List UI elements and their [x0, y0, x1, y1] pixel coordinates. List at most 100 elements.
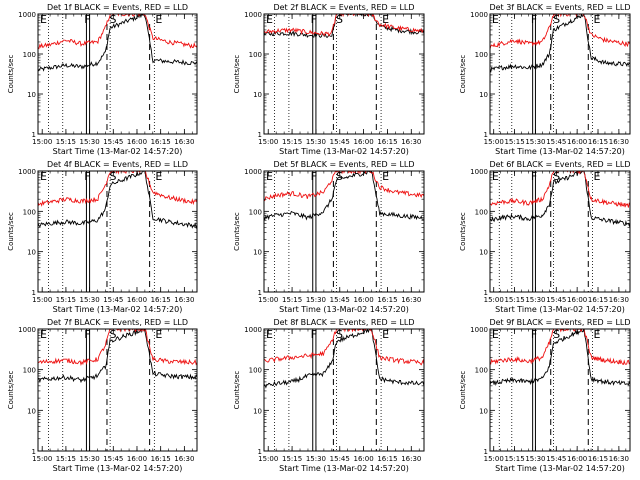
- x-tick-label: 15:45: [103, 296, 123, 304]
- region-label: E: [155, 170, 162, 183]
- y-tick-label: 1: [258, 448, 262, 456]
- region-label: E: [40, 170, 47, 183]
- y-axis-label: Counts/sec: [459, 55, 467, 94]
- detector-panel-6: Det 6f BLACK = Events, RED = LLD 1 10 100 10…: [459, 160, 631, 314]
- region-label: E: [492, 328, 499, 341]
- x-tick-label: 15:15: [282, 296, 302, 304]
- x-tick-label: 16:15: [377, 455, 397, 463]
- y-axis-label: Counts/sec: [233, 371, 241, 410]
- x-axis-label: Start Time (13-Mar-02 14:57:20): [495, 305, 625, 314]
- events-series-line: [264, 329, 424, 389]
- panel-title: Det 4f BLACK = Events, RED = LLD: [47, 160, 188, 169]
- y-tick-label: 1: [32, 448, 36, 456]
- y-tick-label: 10: [253, 407, 262, 415]
- region-label: E: [492, 13, 499, 26]
- region-label: F: [311, 170, 317, 183]
- y-tick-label: 100: [23, 367, 36, 375]
- y-tick-label: 10: [27, 407, 36, 415]
- detector-panel-1: Det 1f BLACK = Events, RED = LLD 1 10 100 10…: [7, 3, 198, 156]
- lld-series-line: [490, 14, 630, 50]
- x-tick-label: 16:15: [377, 296, 397, 304]
- x-tick-label: 16:00: [567, 296, 587, 304]
- x-tick-label: 15:45: [546, 138, 566, 146]
- plot-frame: [263, 328, 425, 452]
- x-tick-label: 16:00: [354, 296, 374, 304]
- y-axis-label: Counts/sec: [459, 371, 467, 410]
- x-tick-label: 16:30: [609, 296, 629, 304]
- x-tick-label: 15:15: [504, 455, 524, 463]
- panel-title: Det 1f BLACK = Events, RED = LLD: [47, 3, 188, 12]
- x-tick-label: 15:00: [32, 455, 52, 463]
- region-label: E: [266, 170, 273, 183]
- y-tick-label: 1: [258, 131, 262, 139]
- x-tick-label: 15:15: [56, 138, 76, 146]
- x-tick-label: 15:30: [525, 296, 545, 304]
- region-label: S: [110, 13, 117, 26]
- x-tick-label: 15:30: [306, 138, 326, 146]
- y-tick-label: 1000: [470, 326, 488, 334]
- x-tick-label: 15:30: [525, 138, 545, 146]
- x-tick-label: 15:00: [32, 138, 52, 146]
- panel-title: Det 3f BLACK = Events, RED = LLD: [489, 3, 630, 12]
- lld-series-line: [264, 329, 424, 366]
- x-tick-label: 15:45: [330, 138, 350, 146]
- x-tick-label: 16:00: [567, 455, 587, 463]
- x-axis-label: Start Time (13-Mar-02 14:57:20): [53, 147, 183, 156]
- plot-frame: [489, 170, 631, 293]
- region-label: F: [311, 328, 317, 341]
- y-tick-label: 100: [475, 208, 488, 216]
- x-tick-label: 15:15: [282, 138, 302, 146]
- x-tick-label: 16:00: [354, 455, 374, 463]
- x-tick-label: 15:45: [330, 455, 350, 463]
- y-tick-label: 1000: [244, 326, 262, 334]
- x-tick-label: 15:15: [504, 138, 524, 146]
- x-tick-label: 16:15: [588, 455, 608, 463]
- x-tick-label: 15:00: [484, 455, 504, 463]
- region-label: E: [40, 328, 47, 341]
- plot-frame: [263, 170, 425, 293]
- region-label: F: [531, 13, 537, 26]
- x-tick-label: 16:15: [377, 138, 397, 146]
- x-tick-label: 16:30: [174, 138, 194, 146]
- x-axis-label: Start Time (13-Mar-02 14:57:20): [279, 464, 409, 473]
- x-tick-label: 16:30: [401, 455, 421, 463]
- region-label: E: [382, 170, 389, 183]
- region-label: S: [553, 328, 560, 341]
- x-tick-label: 16:00: [127, 455, 147, 463]
- region-label: E: [382, 328, 389, 341]
- y-tick-label: 10: [27, 249, 36, 257]
- x-tick-label: 15:00: [484, 138, 504, 146]
- x-tick-label: 16:30: [609, 138, 629, 146]
- y-tick-label: 100: [249, 367, 262, 375]
- plot-frame: [489, 13, 631, 135]
- x-tick-label: 15:30: [306, 455, 326, 463]
- x-tick-label: 15:45: [330, 296, 350, 304]
- region-label: F: [311, 13, 317, 26]
- x-tick-label: 16:30: [174, 455, 194, 463]
- lld-series-line: [264, 14, 424, 37]
- lld-series-line: [38, 14, 197, 50]
- y-tick-label: 1: [484, 448, 488, 456]
- y-tick-label: 100: [249, 208, 262, 216]
- region-label: S: [553, 170, 560, 183]
- events-series-line: [490, 171, 630, 228]
- y-tick-label: 100: [475, 51, 488, 59]
- region-label: E: [40, 13, 47, 26]
- x-tick-label: 16:30: [174, 296, 194, 304]
- x-tick-label: 15:30: [525, 455, 545, 463]
- lld-series-line: [38, 171, 197, 207]
- x-tick-label: 15:30: [80, 138, 100, 146]
- y-tick-label: 1000: [18, 326, 36, 334]
- x-tick-label: 15:45: [103, 455, 123, 463]
- region-label: E: [593, 13, 600, 26]
- x-tick-label: 15:30: [80, 296, 100, 304]
- x-tick-label: 15:15: [56, 455, 76, 463]
- x-tick-label: 16:15: [151, 138, 171, 146]
- y-tick-label: 100: [475, 367, 488, 375]
- y-tick-label: 1000: [18, 11, 36, 19]
- x-axis-label: Start Time (13-Mar-02 14:57:20): [495, 464, 625, 473]
- region-label: F: [84, 13, 90, 26]
- region-label: S: [336, 13, 343, 26]
- events-series-line: [264, 14, 424, 39]
- panel-title: Det 9f BLACK = Events, RED = LLD: [489, 318, 630, 327]
